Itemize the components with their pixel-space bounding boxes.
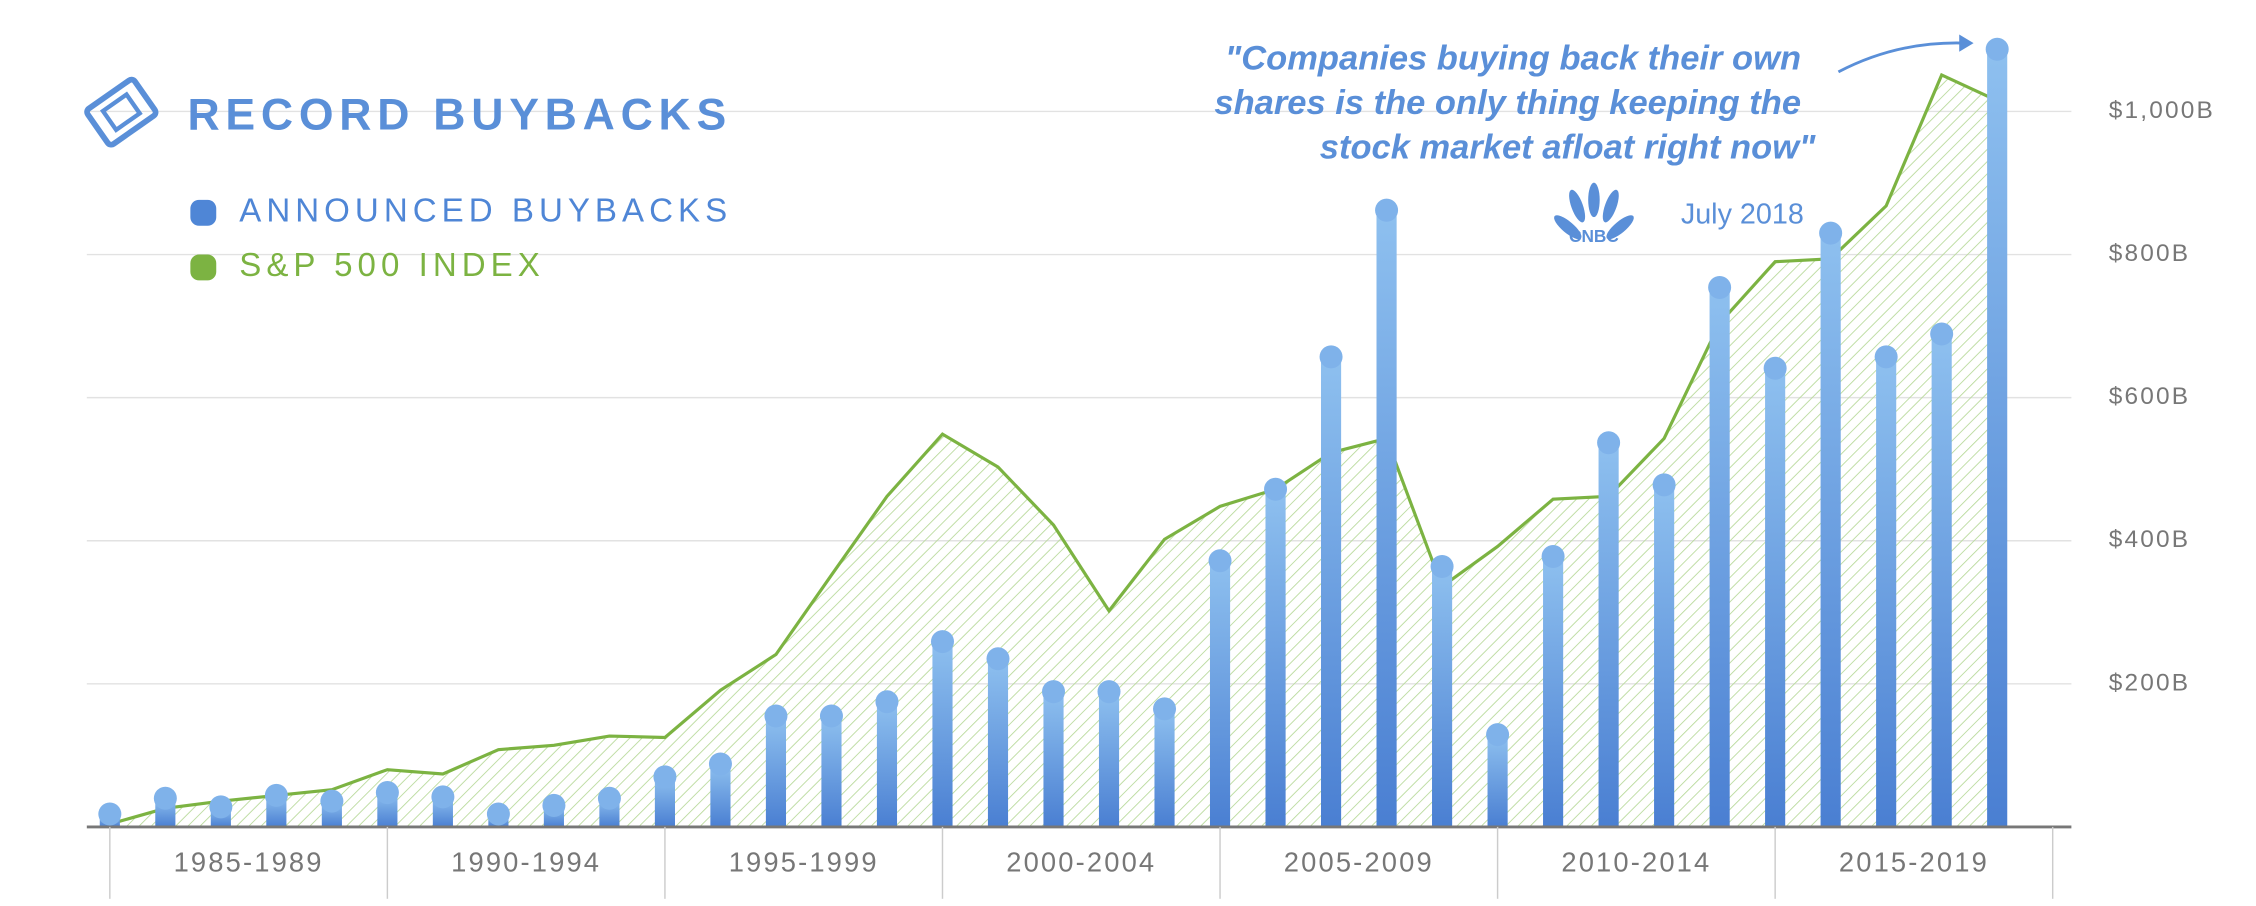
legend: ANNOUNCED BUYBACKS S&P 500 INDEX	[190, 193, 732, 284]
cnbc-peacock	[1554, 182, 1634, 240]
x-group-label: 1985-1989	[174, 847, 324, 878]
bar	[821, 716, 842, 827]
x-group-label: 1990-1994	[451, 847, 601, 878]
bar	[765, 716, 787, 827]
x-group-label: 1995-1999	[729, 847, 879, 878]
bar	[1432, 566, 1453, 827]
bar-cap	[1042, 680, 1066, 704]
bar-cap	[1375, 198, 1399, 222]
bar-cap	[708, 752, 732, 776]
bar-cap	[1208, 549, 1232, 573]
bar-cap	[98, 802, 122, 826]
bar	[1154, 708, 1175, 827]
y-tick-label: $1,000B	[2109, 97, 2215, 124]
bar-cap	[542, 793, 566, 817]
bar-cap	[1597, 431, 1621, 455]
bar-cap	[653, 765, 677, 789]
bar-cap	[1430, 554, 1454, 578]
bar	[1209, 560, 1231, 827]
bar-cap	[1153, 697, 1177, 721]
bar-cap	[1874, 345, 1898, 369]
bar	[876, 701, 898, 827]
quote-line: stock market afloat right now"	[1320, 129, 1816, 167]
bar	[1265, 489, 1286, 827]
annotation-arrow	[1837, 41, 1968, 74]
y-tick-label: $600B	[2109, 383, 2190, 410]
x-group-label: 2005-2009	[1284, 847, 1434, 878]
bar	[1876, 356, 1897, 827]
bar	[1543, 556, 1564, 827]
bar	[1376, 210, 1397, 827]
bar	[987, 658, 1009, 827]
bar-cap	[1708, 275, 1732, 299]
quote-line: "Companies buying back their own	[1225, 40, 1801, 78]
bar-cap	[209, 795, 233, 819]
bar-cap	[320, 789, 344, 813]
arrow-head	[1959, 34, 1974, 52]
bar-cap	[1264, 477, 1288, 501]
y-tick-label: $400B	[2109, 526, 2190, 553]
annotation: "Companies buying back their own shares …	[1214, 34, 1974, 246]
legend-swatch	[190, 254, 217, 281]
bar-cap	[930, 630, 954, 654]
bar	[1931, 333, 1952, 827]
bar	[654, 776, 675, 827]
bar-cap	[486, 802, 510, 826]
bar-cap	[597, 786, 621, 810]
bar-cap	[1319, 345, 1343, 369]
bar-cap	[1819, 221, 1843, 245]
bar	[1098, 691, 1120, 827]
plot-area: $200B $400B $600B $800B $1,000B 1985-1989 1990…	[86, 37, 2215, 899]
x-group-label: 2015-2019	[1839, 847, 1989, 878]
bar-cap	[1985, 37, 2009, 61]
bar	[1320, 356, 1342, 827]
bar-cap	[1541, 544, 1565, 568]
bar-cap	[1930, 322, 1954, 346]
bar	[1598, 442, 1619, 827]
bar	[1765, 368, 1786, 827]
bar	[932, 641, 953, 827]
legend-label: S&P 500 INDEX	[239, 247, 545, 284]
bar	[1654, 484, 1675, 827]
legend-swatch	[190, 199, 217, 226]
y-tick-label: $200B	[2109, 669, 2190, 696]
chart-title: RECORD BUYBACKS	[187, 91, 731, 140]
annotation-date: July 2018	[1681, 198, 1804, 230]
bar	[710, 763, 731, 827]
bar	[1487, 734, 1508, 827]
index-line	[109, 72, 1998, 826]
bar-cap	[375, 781, 399, 805]
bar-cap	[986, 647, 1010, 671]
index-area	[109, 74, 1998, 827]
bar-cap	[153, 786, 177, 810]
bar	[1043, 691, 1064, 827]
legend-label: ANNOUNCED BUYBACKS	[239, 193, 732, 230]
bar-cap	[1097, 680, 1121, 704]
bar-cap	[1486, 723, 1510, 747]
bar-cap	[1763, 356, 1787, 380]
quote-line: shares is the only thing keeping the	[1214, 84, 1801, 122]
y-tick-label: $800B	[2109, 240, 2190, 267]
logo-icon	[84, 76, 159, 148]
source-logo: CNBC	[1569, 226, 1619, 246]
bar-cap	[1652, 473, 1676, 497]
bar-cap	[875, 690, 899, 714]
bar	[1820, 233, 1841, 827]
bar-cap	[264, 783, 288, 807]
x-group-label: 2010-2014	[1561, 847, 1711, 878]
x-group-label: 2000-2004	[1006, 847, 1156, 878]
bar	[1987, 49, 2008, 827]
bar-cap	[764, 704, 788, 728]
bar-cap	[431, 785, 455, 809]
bar-cap	[819, 704, 843, 728]
bar	[1709, 287, 1730, 827]
